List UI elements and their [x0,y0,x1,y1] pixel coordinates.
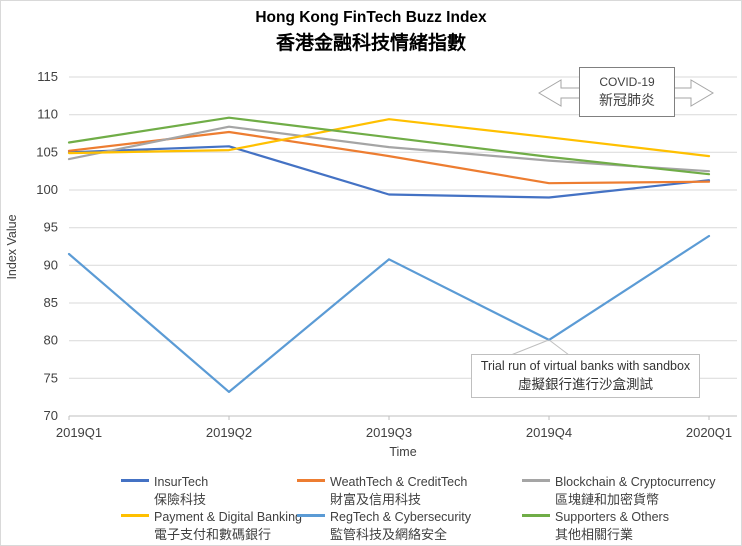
series-line-regtech-cybersecurity [67,234,711,393]
series-line-insurtech [67,145,711,199]
x-tick-label: 2019Q1 [56,425,102,440]
x-tick-label: 2019Q3 [366,425,412,440]
x-tick-label: 2019Q2 [206,425,252,440]
y-tick-label: 105 [36,144,58,159]
callout-leader-line [548,339,570,356]
chart-title-en: Hong Kong FinTech Buzz Index [255,9,487,26]
y-tick-label: 115 [37,69,58,84]
covid-annotation-box: COVID-19 新冠肺炎 [579,67,675,117]
series-line-payment-digital-banking [67,118,711,158]
covid-annotation-line-en: COVID-19 [599,74,655,89]
y-tick-label: 110 [37,107,58,122]
x-tick-label: 2020Q1 [686,425,732,440]
sandbox-callout-line-zh: 虛擬銀行進行沙盒測試 [518,377,653,392]
y-tick-label: 95 [44,220,58,235]
y-tick-label: 100 [36,182,58,197]
y-tick-label: 75 [44,370,58,385]
chart-title-zh: 香港金融科技情緒指數 [275,33,466,54]
callout-leader-line [510,339,550,356]
x-axis-title: Time [389,445,416,459]
y-axis-title: Index Value [5,214,19,279]
y-tick-label: 90 [44,257,58,272]
series-line-blockchain-cryptocurrency [67,125,711,173]
y-tick-label: 80 [44,333,58,348]
series-line-supporters-others [67,116,711,176]
sandbox-callout-box: Trial run of virtual banks with sandbox … [471,354,700,398]
y-tick-label: 85 [44,295,58,310]
covid-annotation-line-zh: 新冠肺炎 [599,91,655,108]
x-tick-label: 2019Q4 [526,425,572,440]
sandbox-callout-line-en: Trial run of virtual banks with sandbox [480,359,691,373]
y-tick-label: 70 [44,408,58,423]
